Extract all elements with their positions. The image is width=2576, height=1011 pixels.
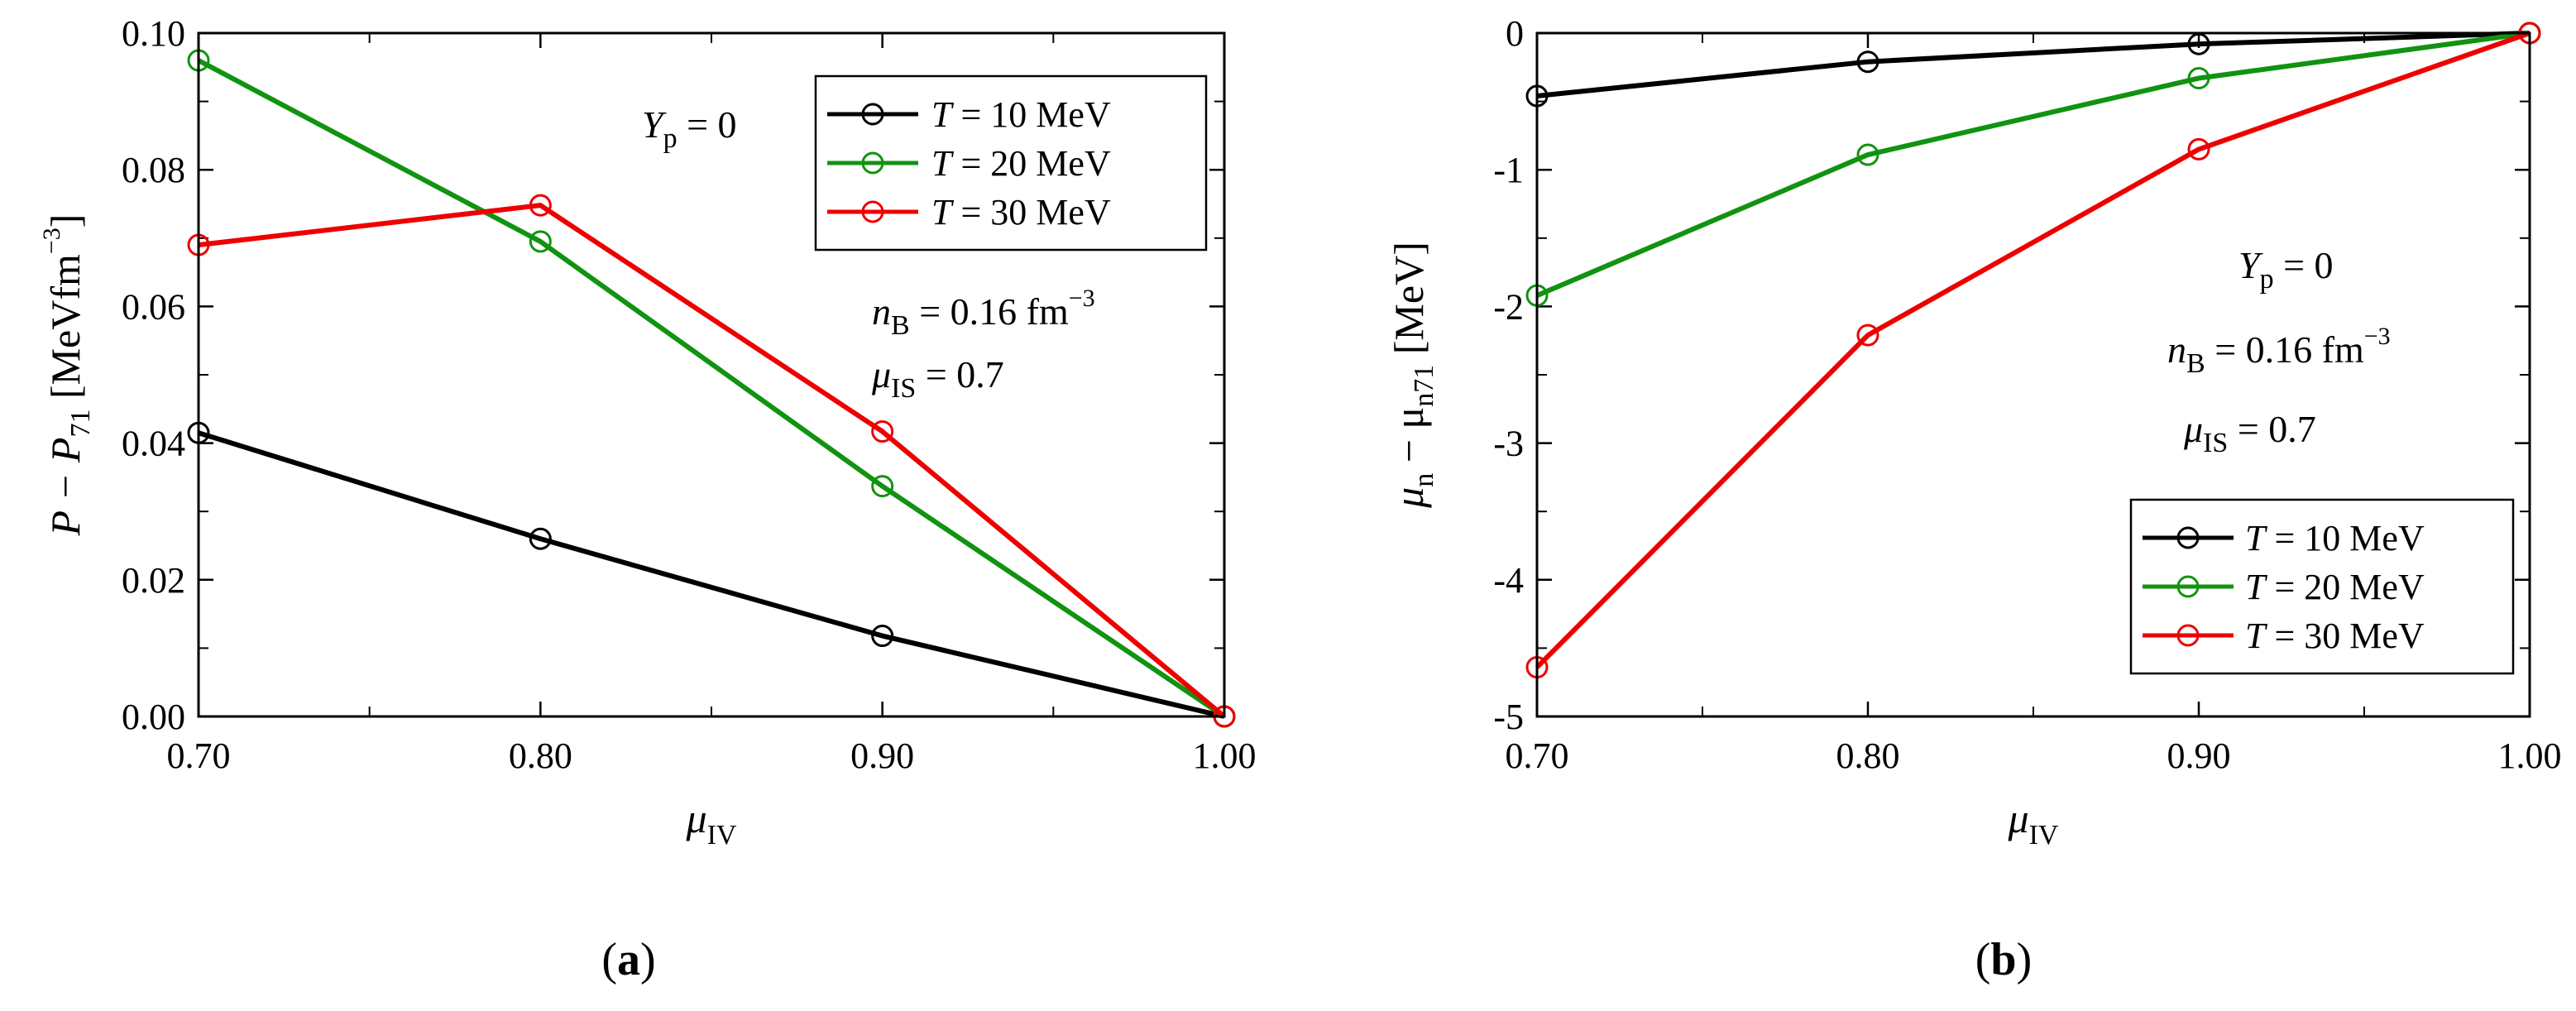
y-tick-label: 0.10 bbox=[122, 13, 185, 54]
svg-text:T = 10 MeV: T = 10 MeV bbox=[2245, 518, 2425, 558]
y-tick-label: 0 bbox=[1506, 13, 1524, 54]
series-line-3 bbox=[198, 203, 1226, 719]
y-tick-label: -1 bbox=[1493, 150, 1524, 190]
series-line-1 bbox=[198, 430, 1225, 719]
panel-b-legend: T = 10 MeV T = 20 MeV T = 30 MeV bbox=[2129, 498, 2515, 675]
data-point bbox=[1856, 323, 1879, 347]
x-tick-label: 0.70 bbox=[167, 735, 231, 776]
series-line-3 bbox=[1535, 31, 2531, 669]
data-point bbox=[871, 420, 894, 443]
panel-b-x-axis-label: μIV bbox=[2008, 795, 2059, 850]
y-tick-label: -4 bbox=[1493, 560, 1524, 601]
panel-b-annotation-mu: μIS = 0.7 bbox=[2183, 408, 2316, 458]
svg-text:T = 20 MeV: T = 20 MeV bbox=[2245, 567, 2425, 607]
panel-b-legend-entry-t10: T = 10 MeV bbox=[2143, 518, 2425, 558]
svg-text:T = 30 MeV: T = 30 MeV bbox=[2245, 616, 2425, 656]
series-line-2 bbox=[1535, 31, 2531, 298]
y-tick-label: 0.04 bbox=[122, 424, 185, 464]
svg-text:T = 10 MeV: T = 10 MeV bbox=[931, 94, 1111, 135]
data-point bbox=[529, 527, 552, 550]
panel-b-legend-entry-t20: T = 20 MeV bbox=[2143, 567, 2425, 607]
panel-a-chart: 0.70 0.80 0.90 1.00 0.00 0.02 0.04 0.06 0.08 0.1… bbox=[38, 13, 1257, 985]
data-point bbox=[871, 625, 894, 648]
y-tick-label: 0.00 bbox=[122, 697, 185, 737]
x-tick-label: 0.70 bbox=[1506, 735, 1569, 776]
panel-a-x-axis-label: μIV bbox=[686, 795, 737, 850]
panel-b-y-axis-label: μn − μn71 [MeV] bbox=[1386, 242, 1439, 509]
y-tick-label: 0.02 bbox=[122, 560, 185, 601]
panel-b-caption: (b) bbox=[1975, 934, 2032, 985]
x-tick-label: 0.80 bbox=[1836, 735, 1900, 776]
series-line-1 bbox=[1536, 31, 2531, 98]
panel-b-legend-entry-t30: T = 30 MeV bbox=[2143, 616, 2425, 656]
panel-a-plot-frame bbox=[197, 31, 1226, 718]
panel-a-legend: T = 10 MeV T = 20 MeV T = 30 MeV bbox=[814, 74, 1208, 252]
panel-a-caption: (a) bbox=[601, 934, 655, 985]
data-point bbox=[871, 475, 894, 498]
y-tick-label: -3 bbox=[1493, 424, 1524, 464]
panel-a-annotation-mu: μIS = 0.7 bbox=[871, 353, 1004, 404]
svg-text:T = 30 MeV: T = 30 MeV bbox=[931, 192, 1111, 232]
data-point bbox=[529, 230, 552, 253]
panel-b-chart: 0.70 0.80 0.90 1.00 -5 -4 -3 -2 -1 0 μn − μn71 [… bbox=[1386, 13, 2562, 985]
x-tick-label: 0.90 bbox=[2167, 735, 2231, 776]
panel-b-annotation-nb: nB = 0.16 fm−3 bbox=[2167, 323, 2391, 379]
panel-b-plot-frame bbox=[1535, 31, 2531, 718]
y-tick-label: -2 bbox=[1493, 286, 1524, 327]
data-point bbox=[529, 194, 552, 217]
x-tick-label: 1.00 bbox=[1193, 735, 1257, 776]
panel-a-legend-entry-t30: T = 30 MeV bbox=[827, 192, 1111, 232]
data-point bbox=[1856, 143, 1879, 166]
data-point bbox=[2187, 137, 2210, 161]
y-tick-label: 0.06 bbox=[122, 286, 185, 327]
panel-b-annotation-yp: Yp = 0 bbox=[2238, 244, 2334, 295]
x-tick-label: 0.80 bbox=[509, 735, 572, 776]
series-line-2 bbox=[197, 58, 1226, 719]
panel-a-annotation-yp: Yp = 0 bbox=[642, 103, 737, 154]
y-tick-label: -5 bbox=[1493, 697, 1524, 737]
x-tick-label: 1.00 bbox=[2498, 735, 2562, 776]
data-point bbox=[2187, 67, 2210, 90]
panel-a-legend-entry-t10: T = 10 MeV bbox=[827, 94, 1111, 135]
x-tick-label: 0.90 bbox=[850, 735, 914, 776]
y-tick-label: 0.08 bbox=[122, 150, 185, 190]
panel-a-y-axis-label: P − P71 [MeVfm−3] bbox=[38, 214, 96, 537]
panel-a-y-axis: 0.00 0.02 0.04 0.06 0.08 0.10 bbox=[122, 13, 1224, 737]
panel-a-annotation-nb: nB = 0.16 fm−3 bbox=[872, 285, 1095, 341]
svg-text:T = 20 MeV: T = 20 MeV bbox=[931, 143, 1111, 184]
panel-a-legend-entry-t20: T = 20 MeV bbox=[827, 143, 1111, 184]
panel-b-series-group bbox=[1525, 22, 2541, 679]
data-point bbox=[1856, 50, 1879, 74]
